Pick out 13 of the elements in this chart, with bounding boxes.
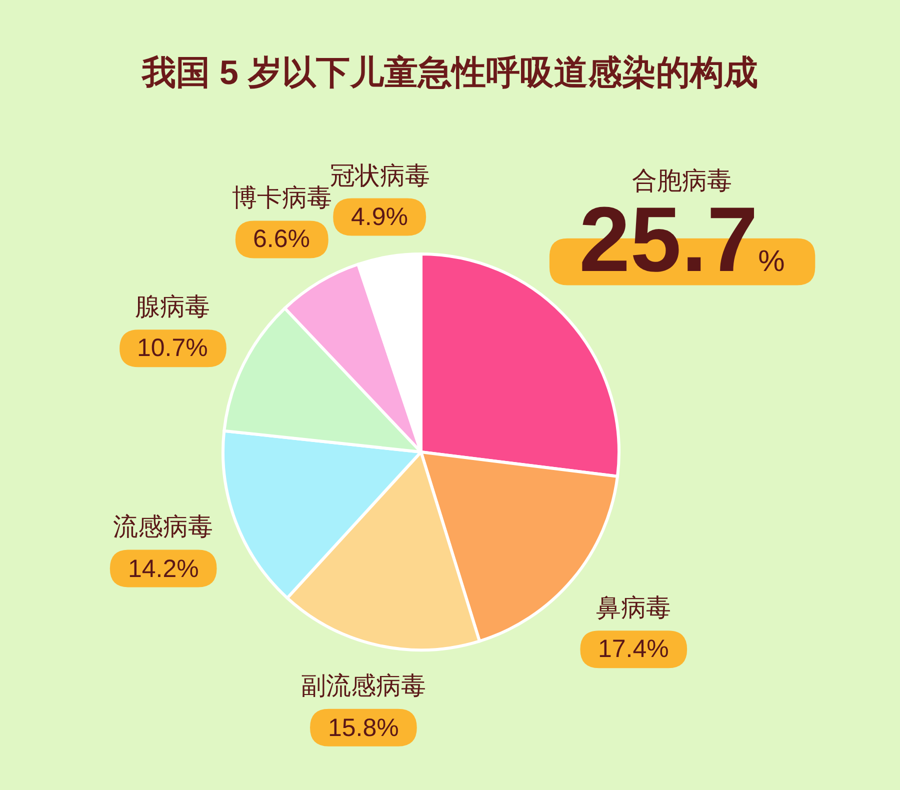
data-label: 6.6% <box>253 225 310 253</box>
slice-label: 流感病毒 <box>113 513 213 541</box>
slice-label: 冠状病毒 <box>330 162 430 190</box>
data-label: 14.2% <box>128 555 199 583</box>
data-label: 15.8% <box>328 714 399 742</box>
slice-label: 腺病毒 <box>135 293 210 321</box>
data-label: 10.7% <box>137 334 208 362</box>
slice-label: 鼻病毒 <box>596 594 671 622</box>
slice-label: 博卡病毒 <box>232 184 332 212</box>
chart-title: 我国 5 岁以下儿童急性呼吸道感染的构成 <box>141 54 758 92</box>
slice-label: 副流感病毒 <box>301 672 426 700</box>
data-label: 4.9% <box>351 203 408 231</box>
data-label: 17.4% <box>598 635 669 663</box>
